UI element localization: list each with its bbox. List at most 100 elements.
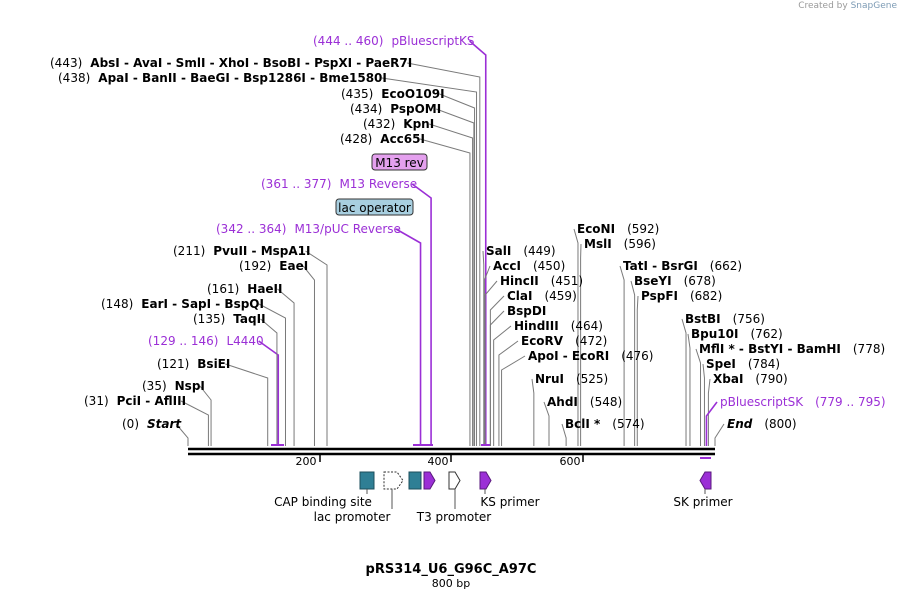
feature-track: CAP binding site lac promoter T3 promote… xyxy=(274,471,733,524)
site-label-tati: TatI - BsrGI (662) xyxy=(623,259,742,273)
site-names: NspI xyxy=(175,379,205,393)
site-label-pspomi: (434) PspOMI xyxy=(350,102,441,116)
site-connector-line xyxy=(493,325,512,446)
site-position: (129 .. 146) xyxy=(148,334,218,348)
site-connector-line xyxy=(436,108,475,446)
site-names: EcoO109I xyxy=(381,87,444,101)
site-position: (35) xyxy=(142,379,167,393)
site-names: EcoNI xyxy=(577,222,615,236)
site-names: EaeI xyxy=(279,259,308,273)
site-names: HincII xyxy=(500,274,539,288)
lac-operator-label: lac operator xyxy=(338,201,411,215)
site-connector-line xyxy=(707,378,711,446)
site-connector-line xyxy=(630,280,636,446)
site-connector-line xyxy=(619,265,625,446)
site-position: (192) xyxy=(239,259,271,273)
site-position: (778) xyxy=(853,342,885,356)
site-position: (784) xyxy=(748,357,780,371)
site-connector-line xyxy=(489,310,505,446)
cap-binding-site-label: CAP binding site xyxy=(274,495,372,509)
site-labels: (0) Start (31) PciI - AflIII(35) NspI (121) Bs… xyxy=(50,34,886,431)
site-names: SpeI xyxy=(706,357,736,371)
site-names: BsiEI xyxy=(197,357,230,371)
plasmid-size: 800 bp xyxy=(432,577,470,590)
site-names: SalI xyxy=(486,244,511,258)
site-connector-line xyxy=(277,288,295,446)
site-names: AbsI - AvaI - SmlI - XhoI - BsoBI - PspX… xyxy=(90,56,412,70)
site-position: (464) xyxy=(571,319,603,333)
site-label-eari: (148) EarI - SapI - BspQI xyxy=(101,297,264,311)
tick-label-200: 200 xyxy=(296,455,317,468)
site-position: (790) xyxy=(755,372,787,386)
site-names: PciI - AflIII xyxy=(117,394,186,408)
site-label-ecorv: EcoRV (472) xyxy=(521,334,607,348)
site-label-eaei: (192) EaeI xyxy=(239,259,308,273)
site-label-spei: SpeI (784) xyxy=(706,357,780,371)
site-names: M13/pUC Reverse xyxy=(294,222,401,236)
m13-rev-label: M13 rev xyxy=(375,156,424,170)
site-connector-line xyxy=(180,400,209,446)
site-label-pspfi: PspFI (682) xyxy=(641,289,722,303)
site-connector-line xyxy=(381,77,478,446)
site-label-m13-puc-reverse: (342 .. 364) M13/pUC Reverse xyxy=(216,222,401,236)
site-names: MflI * - BstYI - BamHI xyxy=(699,342,841,356)
plasmid-name: pRS314_U6_G96C_A97C xyxy=(366,562,537,577)
site-label-bseyi: BseYI (678) xyxy=(634,274,716,288)
sk-primer-label: SK primer xyxy=(673,495,732,509)
site-position: (0) xyxy=(122,417,139,431)
cap-binding-site-feature xyxy=(359,471,375,490)
site-names: HaeII xyxy=(247,282,282,296)
site-position: (678) xyxy=(684,274,716,288)
site-connector-line xyxy=(702,363,705,446)
site-names: NruI xyxy=(535,372,564,386)
ks-primer-feature xyxy=(479,471,492,490)
site-label-sali: SalI (449) xyxy=(486,244,556,258)
site-connector-line xyxy=(199,385,212,446)
site-label-pcii: (31) PciI - AflIII xyxy=(84,394,186,408)
site-label-ahdi: AhdI (548) xyxy=(547,395,622,409)
site-position: (596) xyxy=(624,237,656,251)
site-names: AccI xyxy=(493,259,521,273)
site-connector-line xyxy=(687,333,691,446)
sk-primer-feature xyxy=(699,471,712,490)
site-position: (472) xyxy=(575,334,607,348)
site-label-ecoo109i: (435) EcoO109I xyxy=(341,87,445,101)
site-connector-line xyxy=(561,423,567,446)
site-position: (592) xyxy=(627,222,659,236)
site-position: (135) xyxy=(193,312,225,326)
site-label-haeii: (161) HaeII xyxy=(207,282,283,296)
site-connector-line xyxy=(302,265,315,446)
site-names: EcoRV xyxy=(521,334,564,348)
site-connector-line xyxy=(258,340,280,446)
ks-primer-label: KS primer xyxy=(480,495,539,509)
site-connector-line xyxy=(175,423,189,446)
site-label-xbai: XbaI (790) xyxy=(713,372,788,386)
site-label-econi: EcoNI (592) xyxy=(577,222,659,236)
site-lines xyxy=(175,40,725,446)
lac-operator-feature xyxy=(408,471,422,490)
site-position: (682) xyxy=(690,289,722,303)
site-position: (31) xyxy=(84,394,109,408)
site-names: pBluescriptSK xyxy=(720,395,804,409)
site-position: (451) xyxy=(551,274,583,288)
site-position: (443) xyxy=(50,56,82,70)
site-names: Start xyxy=(147,417,182,431)
site-position: (435) xyxy=(341,87,373,101)
site-names: M13 Reverse xyxy=(339,177,417,191)
site-connector-line xyxy=(411,183,432,446)
site-names: XbaI xyxy=(713,372,743,386)
site-label-acci: AccI (450) xyxy=(493,259,565,273)
primer-marks xyxy=(271,444,711,459)
site-position: (450) xyxy=(533,259,565,273)
site-connector-line xyxy=(705,401,718,446)
site-label-kpni: (432) KpnI xyxy=(363,117,434,131)
t3-promoter-label: T3 promoter xyxy=(416,510,492,524)
site-names: Acc65I xyxy=(380,132,425,146)
site-label-l4440: (129 .. 146) L4440 xyxy=(148,334,264,348)
site-label-pbluescriptks: (444 .. 460) pBluescriptKS xyxy=(313,34,475,48)
site-names: HindIII xyxy=(514,319,559,333)
site-connector-line xyxy=(636,295,639,446)
site-names: ClaI xyxy=(507,289,532,303)
site-label-end: End (800) xyxy=(727,417,797,431)
m13-rev-feature xyxy=(423,471,436,490)
